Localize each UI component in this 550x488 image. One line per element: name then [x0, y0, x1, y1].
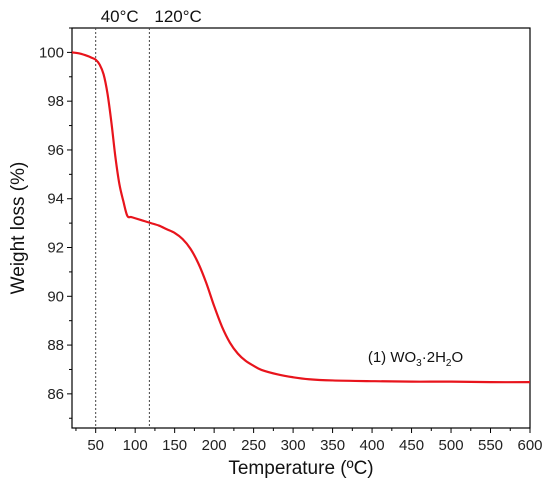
- series-label: (1) WO3·2H2O: [368, 349, 463, 369]
- y-tick-label: 90: [47, 288, 64, 305]
- series-label-text: ·2H: [422, 349, 446, 366]
- x-tick-label: 400: [360, 437, 385, 454]
- x-axis-ticks: 50 100 150 200 250 300 350 400 450 500 550 600: [75, 428, 543, 454]
- x-tick-label: 600: [517, 437, 542, 454]
- x-tick-label: 100: [123, 437, 148, 454]
- y-tick-label: 100: [39, 44, 64, 61]
- y-tick-label: 98: [47, 93, 64, 110]
- x-tick-label: 350: [320, 437, 345, 454]
- x-tick-label: 300: [281, 437, 306, 454]
- y-tick-label: 96: [47, 142, 64, 159]
- x-tick-label: 250: [241, 437, 266, 454]
- y-tick-label: 88: [47, 337, 64, 354]
- x-tick-label: 150: [162, 437, 187, 454]
- series-label-text: (1) WO: [368, 349, 416, 366]
- series-label-text: O: [451, 349, 463, 366]
- y-tick-label: 94: [47, 191, 64, 208]
- x-tick-label: 550: [478, 437, 503, 454]
- y-tick-label: 92: [47, 240, 64, 257]
- x-tick-label: 450: [399, 437, 424, 454]
- y-axis-title: Weight loss (%): [8, 162, 29, 295]
- data-series: [71, 51, 531, 384]
- x-axis-title: Temperature (ºC): [228, 458, 373, 479]
- x-tick-label: 50: [87, 437, 104, 454]
- series-label-subscript: 2: [446, 358, 452, 369]
- annotation-label: 40°C: [101, 7, 139, 26]
- plot-area-border: [71, 27, 531, 429]
- plot-frame: [71, 27, 531, 429]
- x-tick-label: 500: [439, 437, 464, 454]
- annotation-lines: 40°C 120°C: [95, 7, 202, 428]
- y-tick-label: 86: [47, 386, 64, 403]
- annotation-label: 120°C: [154, 7, 201, 26]
- series-line: [71, 51, 531, 384]
- x-tick-label: 200: [202, 437, 227, 454]
- y-axis-ticks: 86 88 90 92 94 96 98 100: [39, 27, 72, 419]
- series-label-subscript: 3: [416, 358, 422, 369]
